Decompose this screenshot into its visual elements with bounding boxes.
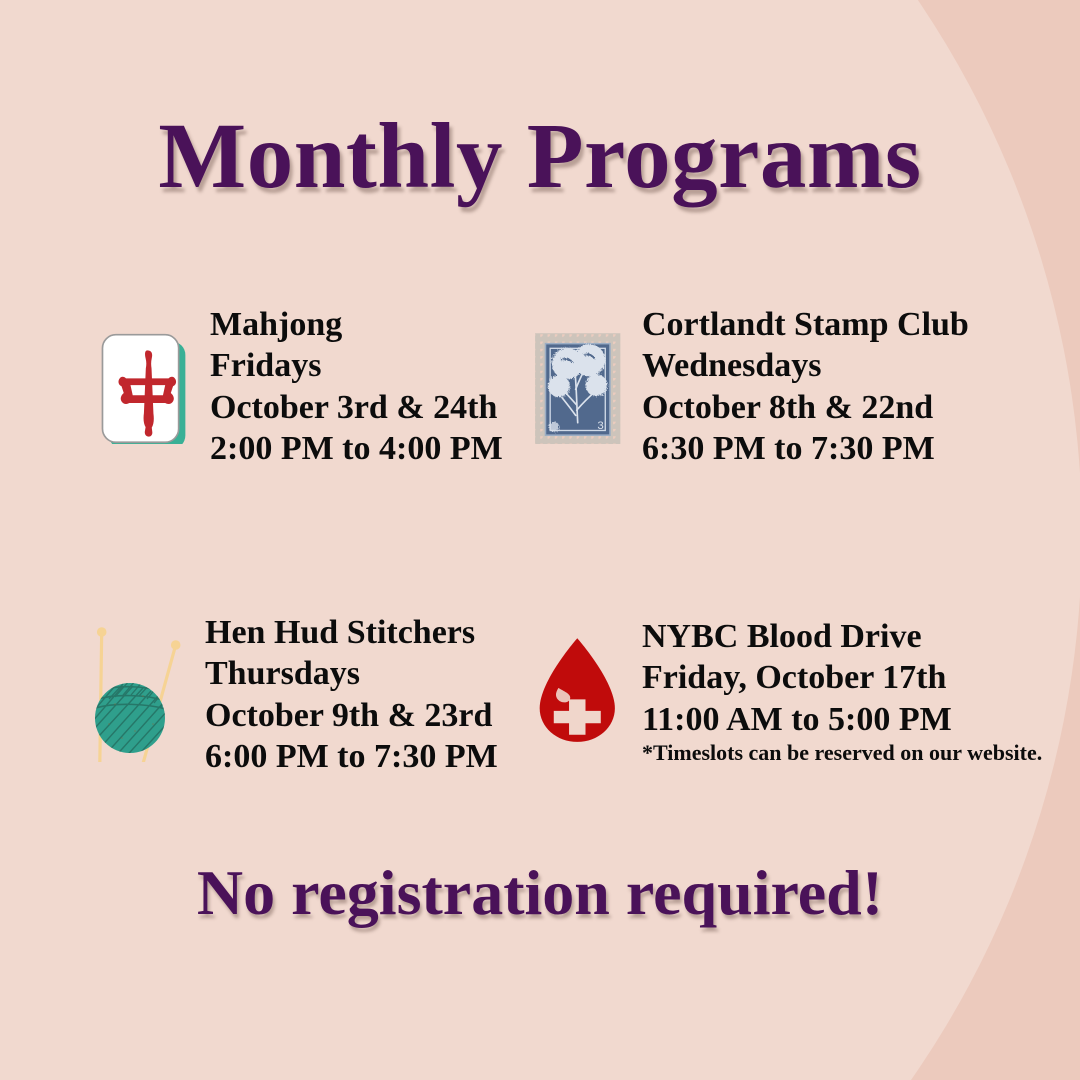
- svg-text:3: 3: [597, 420, 603, 432]
